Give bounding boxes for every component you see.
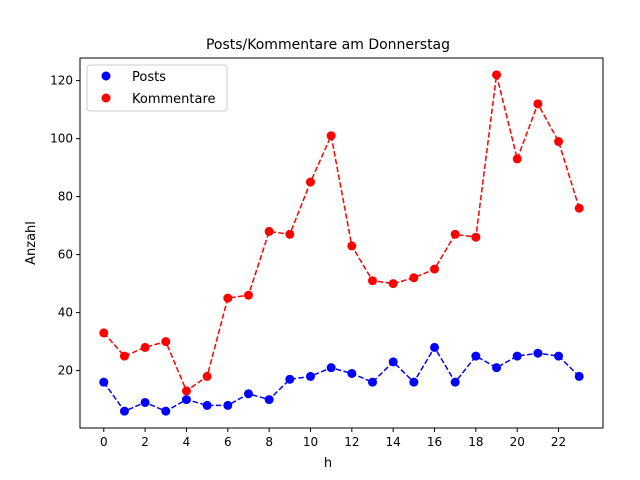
data-point-posts	[471, 351, 481, 361]
data-point-kommentare	[492, 70, 502, 80]
data-point-kommentare	[285, 229, 295, 239]
x-tick-label: 0	[100, 435, 108, 449]
data-point-kommentare	[326, 131, 336, 141]
data-point-posts	[533, 348, 543, 358]
legend-marker-posts	[101, 71, 111, 81]
data-point-kommentare	[554, 137, 564, 147]
y-axis-label: Anzahl	[24, 221, 39, 265]
data-point-kommentare	[388, 279, 398, 289]
data-point-posts	[347, 368, 357, 378]
y-tick-label: 120	[50, 74, 73, 88]
x-tick-label: 6	[224, 435, 232, 449]
x-tick-label: 22	[551, 435, 566, 449]
data-point-posts	[285, 374, 295, 384]
data-point-kommentare	[574, 203, 584, 213]
data-point-kommentare	[471, 232, 481, 242]
data-point-posts	[161, 406, 171, 416]
data-point-kommentare	[450, 229, 460, 239]
data-point-posts	[202, 400, 212, 410]
x-axis-label: h	[324, 456, 332, 471]
data-point-posts	[554, 351, 564, 361]
data-point-posts	[181, 395, 191, 405]
data-point-kommentare	[512, 154, 522, 164]
data-point-posts	[450, 377, 460, 387]
data-point-kommentare	[161, 337, 171, 347]
data-point-kommentare	[533, 99, 543, 109]
y-tick-label: 80	[58, 190, 73, 204]
data-point-posts	[140, 397, 150, 407]
data-point-posts	[368, 377, 378, 387]
data-point-posts	[388, 357, 398, 367]
x-tick-label: 10	[303, 435, 318, 449]
data-point-posts	[99, 377, 109, 387]
series-line-kommentare	[103, 74, 580, 393]
x-tick-label: 20	[510, 435, 525, 449]
data-point-kommentare	[368, 276, 378, 286]
data-point-posts	[574, 371, 584, 381]
legend-label-posts: Posts	[132, 70, 166, 85]
data-point-posts	[305, 371, 315, 381]
chart-title: Posts/Kommentare am Donnerstag	[206, 37, 450, 53]
legend-box	[86, 64, 228, 112]
x-tick-label: 12	[344, 435, 359, 449]
data-point-posts	[492, 363, 502, 373]
y-tick-label: 40	[58, 306, 73, 320]
x-tick-label: 16	[427, 435, 442, 449]
data-point-posts	[430, 342, 440, 352]
data-point-kommentare	[264, 226, 274, 236]
data-point-posts	[119, 406, 129, 416]
data-point-posts	[512, 351, 522, 361]
y-tick-label: 60	[58, 248, 73, 262]
data-point-kommentare	[409, 273, 419, 283]
data-point-kommentare	[430, 264, 440, 274]
y-tick-label: 20	[58, 364, 73, 378]
data-point-posts	[409, 377, 419, 387]
legend: Posts Kommentare	[86, 64, 228, 112]
x-tick-label: 18	[468, 435, 483, 449]
x-tick-label: 8	[265, 435, 273, 449]
data-point-kommentare	[99, 328, 109, 338]
x-tick-label: 14	[386, 435, 401, 449]
data-point-kommentare	[140, 342, 150, 352]
x-tick-label: 4	[183, 435, 191, 449]
data-point-kommentare	[119, 351, 129, 361]
axes-frame	[79, 57, 604, 429]
y-tick-label: 100	[50, 132, 73, 146]
data-point-posts	[243, 389, 253, 399]
data-point-kommentare	[202, 371, 212, 381]
data-point-kommentare	[223, 293, 233, 303]
legend-marker-kommentare	[101, 93, 111, 103]
series-line-posts	[103, 345, 580, 413]
data-point-kommentare	[305, 177, 315, 187]
data-point-kommentare	[243, 290, 253, 300]
x-tick-label: 2	[141, 435, 149, 449]
data-point-posts	[264, 395, 274, 405]
data-point-kommentare	[347, 241, 357, 251]
data-point-kommentare	[181, 386, 191, 396]
legend-label-kommentare: Kommentare	[132, 92, 216, 107]
data-point-posts	[326, 363, 336, 373]
data-point-posts	[223, 400, 233, 410]
